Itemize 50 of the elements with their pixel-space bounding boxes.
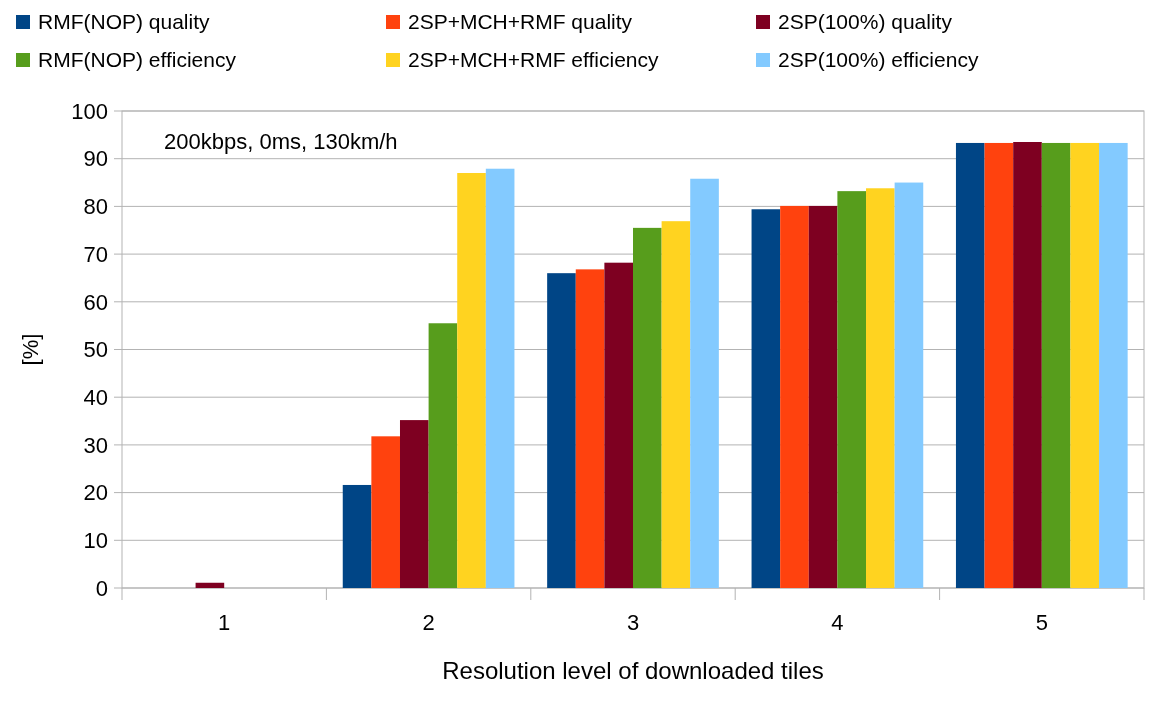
y-tick-label: 90 <box>83 146 108 172</box>
bar <box>633 227 662 588</box>
bar <box>547 273 576 588</box>
x-tick-label: 1 <box>218 610 231 635</box>
x-tick-label: 5 <box>1035 610 1048 635</box>
bar <box>837 191 867 588</box>
bar <box>808 205 838 588</box>
legend-label: RMF(NOP) efficiency <box>38 48 237 72</box>
y-tick-label: 70 <box>83 241 108 267</box>
legend-label: 2SP+MCH+RMF quality <box>408 10 633 34</box>
legend-label: 2SP(100%) efficiency <box>778 48 979 72</box>
bar <box>575 269 605 588</box>
bar <box>780 205 809 588</box>
y-tick-label: 20 <box>83 480 108 506</box>
y-axis-title: [%] <box>18 333 43 366</box>
legend-label: RMF(NOP) quality <box>38 10 211 34</box>
y-tick-label: 10 <box>83 528 108 553</box>
bar <box>661 221 691 588</box>
bar <box>984 142 1014 588</box>
bar <box>751 209 781 588</box>
x-tick-label: 2 <box>422 610 435 635</box>
bar <box>690 178 719 588</box>
y-tick-label: 40 <box>83 384 108 410</box>
bar <box>604 262 633 588</box>
y-tick-label: 60 <box>83 289 108 315</box>
y-tick-label: 80 <box>83 194 108 220</box>
bar <box>894 182 924 588</box>
y-tick-label: 100 <box>71 98 108 124</box>
bar <box>1099 142 1128 588</box>
x-axis-title: Resolution level of downloaded tiles <box>442 657 824 684</box>
bar <box>457 173 486 588</box>
bar <box>428 323 458 588</box>
bar <box>371 436 400 588</box>
bar <box>955 142 985 588</box>
y-tick-label: 30 <box>83 432 108 458</box>
legend-label: 2SP(100%) quality <box>778 10 953 34</box>
bar <box>342 484 372 588</box>
bar <box>195 582 225 588</box>
x-tick-label: 3 <box>626 610 640 635</box>
bar <box>399 420 429 588</box>
y-tick-label: 0 <box>95 575 108 601</box>
bar <box>1013 142 1042 588</box>
y-tick-label: 50 <box>83 337 108 363</box>
bar <box>1070 142 1100 588</box>
bar <box>1041 142 1071 588</box>
x-tick-label: 4 <box>831 610 844 635</box>
legend-label: 2SP+MCH+RMF efficiency <box>408 48 660 72</box>
annotation: 200kbps, 0ms, 130km/h <box>164 128 398 154</box>
bar <box>485 168 515 588</box>
bar <box>866 188 895 588</box>
